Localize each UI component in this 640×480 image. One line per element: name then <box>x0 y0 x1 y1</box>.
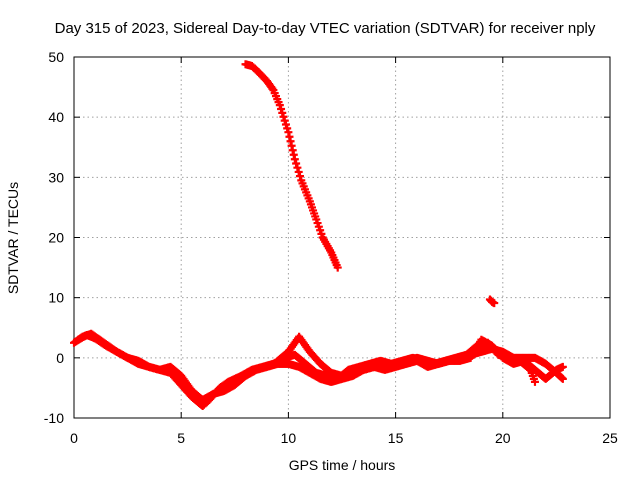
data-point <box>333 263 342 272</box>
x-tick-label: 15 <box>388 430 404 446</box>
data-point <box>283 124 292 133</box>
data-point <box>294 167 303 176</box>
data-point <box>530 377 539 386</box>
series-trace-baseline-c <box>273 332 567 383</box>
data-point <box>281 120 290 129</box>
y-tick-label: 50 <box>48 49 64 65</box>
y-tick-label: 20 <box>48 230 64 246</box>
x-tick-label: 20 <box>495 430 511 446</box>
data-points <box>70 60 567 410</box>
data-point <box>279 112 288 121</box>
y-tick-label: 0 <box>56 350 64 366</box>
x-tick-label: 0 <box>70 430 78 446</box>
y-tick-label: -10 <box>44 410 64 426</box>
data-point <box>490 299 499 308</box>
y-axis-ticks: -10 0 10 20 30 40 50 <box>44 49 610 426</box>
y-tick-label: 30 <box>48 169 64 185</box>
x-axis-ticks: 0 5 10 15 20 25 <box>70 57 618 446</box>
data-point <box>275 101 284 110</box>
x-tick-label: 10 <box>281 430 297 446</box>
data-point <box>558 362 567 371</box>
y-axis-label: SDTVAR / TECUs <box>5 182 21 294</box>
x-tick-label: 25 <box>602 430 618 446</box>
data-point <box>290 155 299 164</box>
chart-title: Day 315 of 2023, Sidereal Day-to-day VTE… <box>55 20 596 37</box>
data-point <box>293 163 302 172</box>
series-trace-isolated <box>485 295 499 308</box>
data-point <box>292 159 301 168</box>
x-axis-label: GPS time / hours <box>289 457 396 473</box>
data-point <box>558 374 567 383</box>
series-trace-high <box>241 60 342 272</box>
x-tick-label: 5 <box>177 430 185 446</box>
data-point <box>295 172 304 181</box>
data-point <box>280 116 289 125</box>
data-point <box>277 105 286 114</box>
y-tick-label: 10 <box>48 290 64 306</box>
y-tick-label: 40 <box>48 109 64 125</box>
data-point <box>278 108 287 117</box>
